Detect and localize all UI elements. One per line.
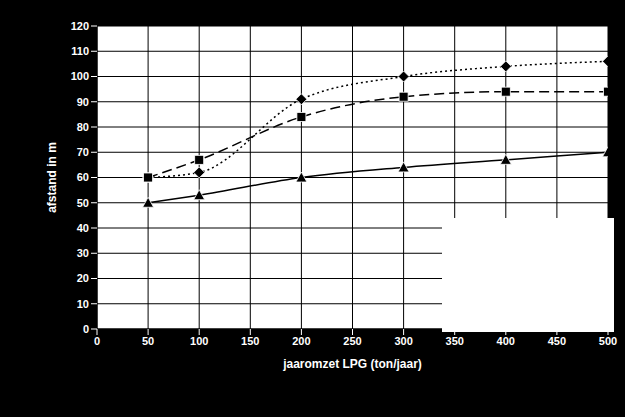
svg-text:jaaromzet LPG (ton/jaar): jaaromzet LPG (ton/jaar) (282, 357, 422, 371)
svg-text:400: 400 (497, 335, 515, 347)
svg-text:50: 50 (77, 197, 89, 209)
svg-text:30: 30 (77, 247, 89, 259)
svg-text:20: 20 (77, 272, 89, 284)
svg-text:afstand in m: afstand in m (45, 142, 59, 213)
svg-text:50: 50 (142, 335, 154, 347)
svg-text:10: 10 (77, 298, 89, 310)
svg-text:0: 0 (83, 323, 89, 335)
svg-text:350: 350 (446, 335, 464, 347)
svg-text:250: 250 (343, 335, 361, 347)
svg-text:450: 450 (548, 335, 566, 347)
svg-text:90: 90 (77, 96, 89, 108)
svg-text:100: 100 (71, 70, 89, 82)
svg-text:110: 110 (71, 45, 89, 57)
svg-text:70: 70 (77, 146, 89, 158)
svg-text:60: 60 (77, 171, 89, 183)
svg-text:100: 100 (190, 335, 208, 347)
svg-text:120: 120 (71, 20, 89, 32)
svg-text:300: 300 (394, 335, 412, 347)
svg-text:150: 150 (241, 335, 259, 347)
svg-text:200: 200 (292, 335, 310, 347)
svg-text:80: 80 (77, 121, 89, 133)
svg-text:0: 0 (94, 335, 100, 347)
svg-text:40: 40 (77, 222, 89, 234)
svg-text:500: 500 (599, 335, 617, 347)
